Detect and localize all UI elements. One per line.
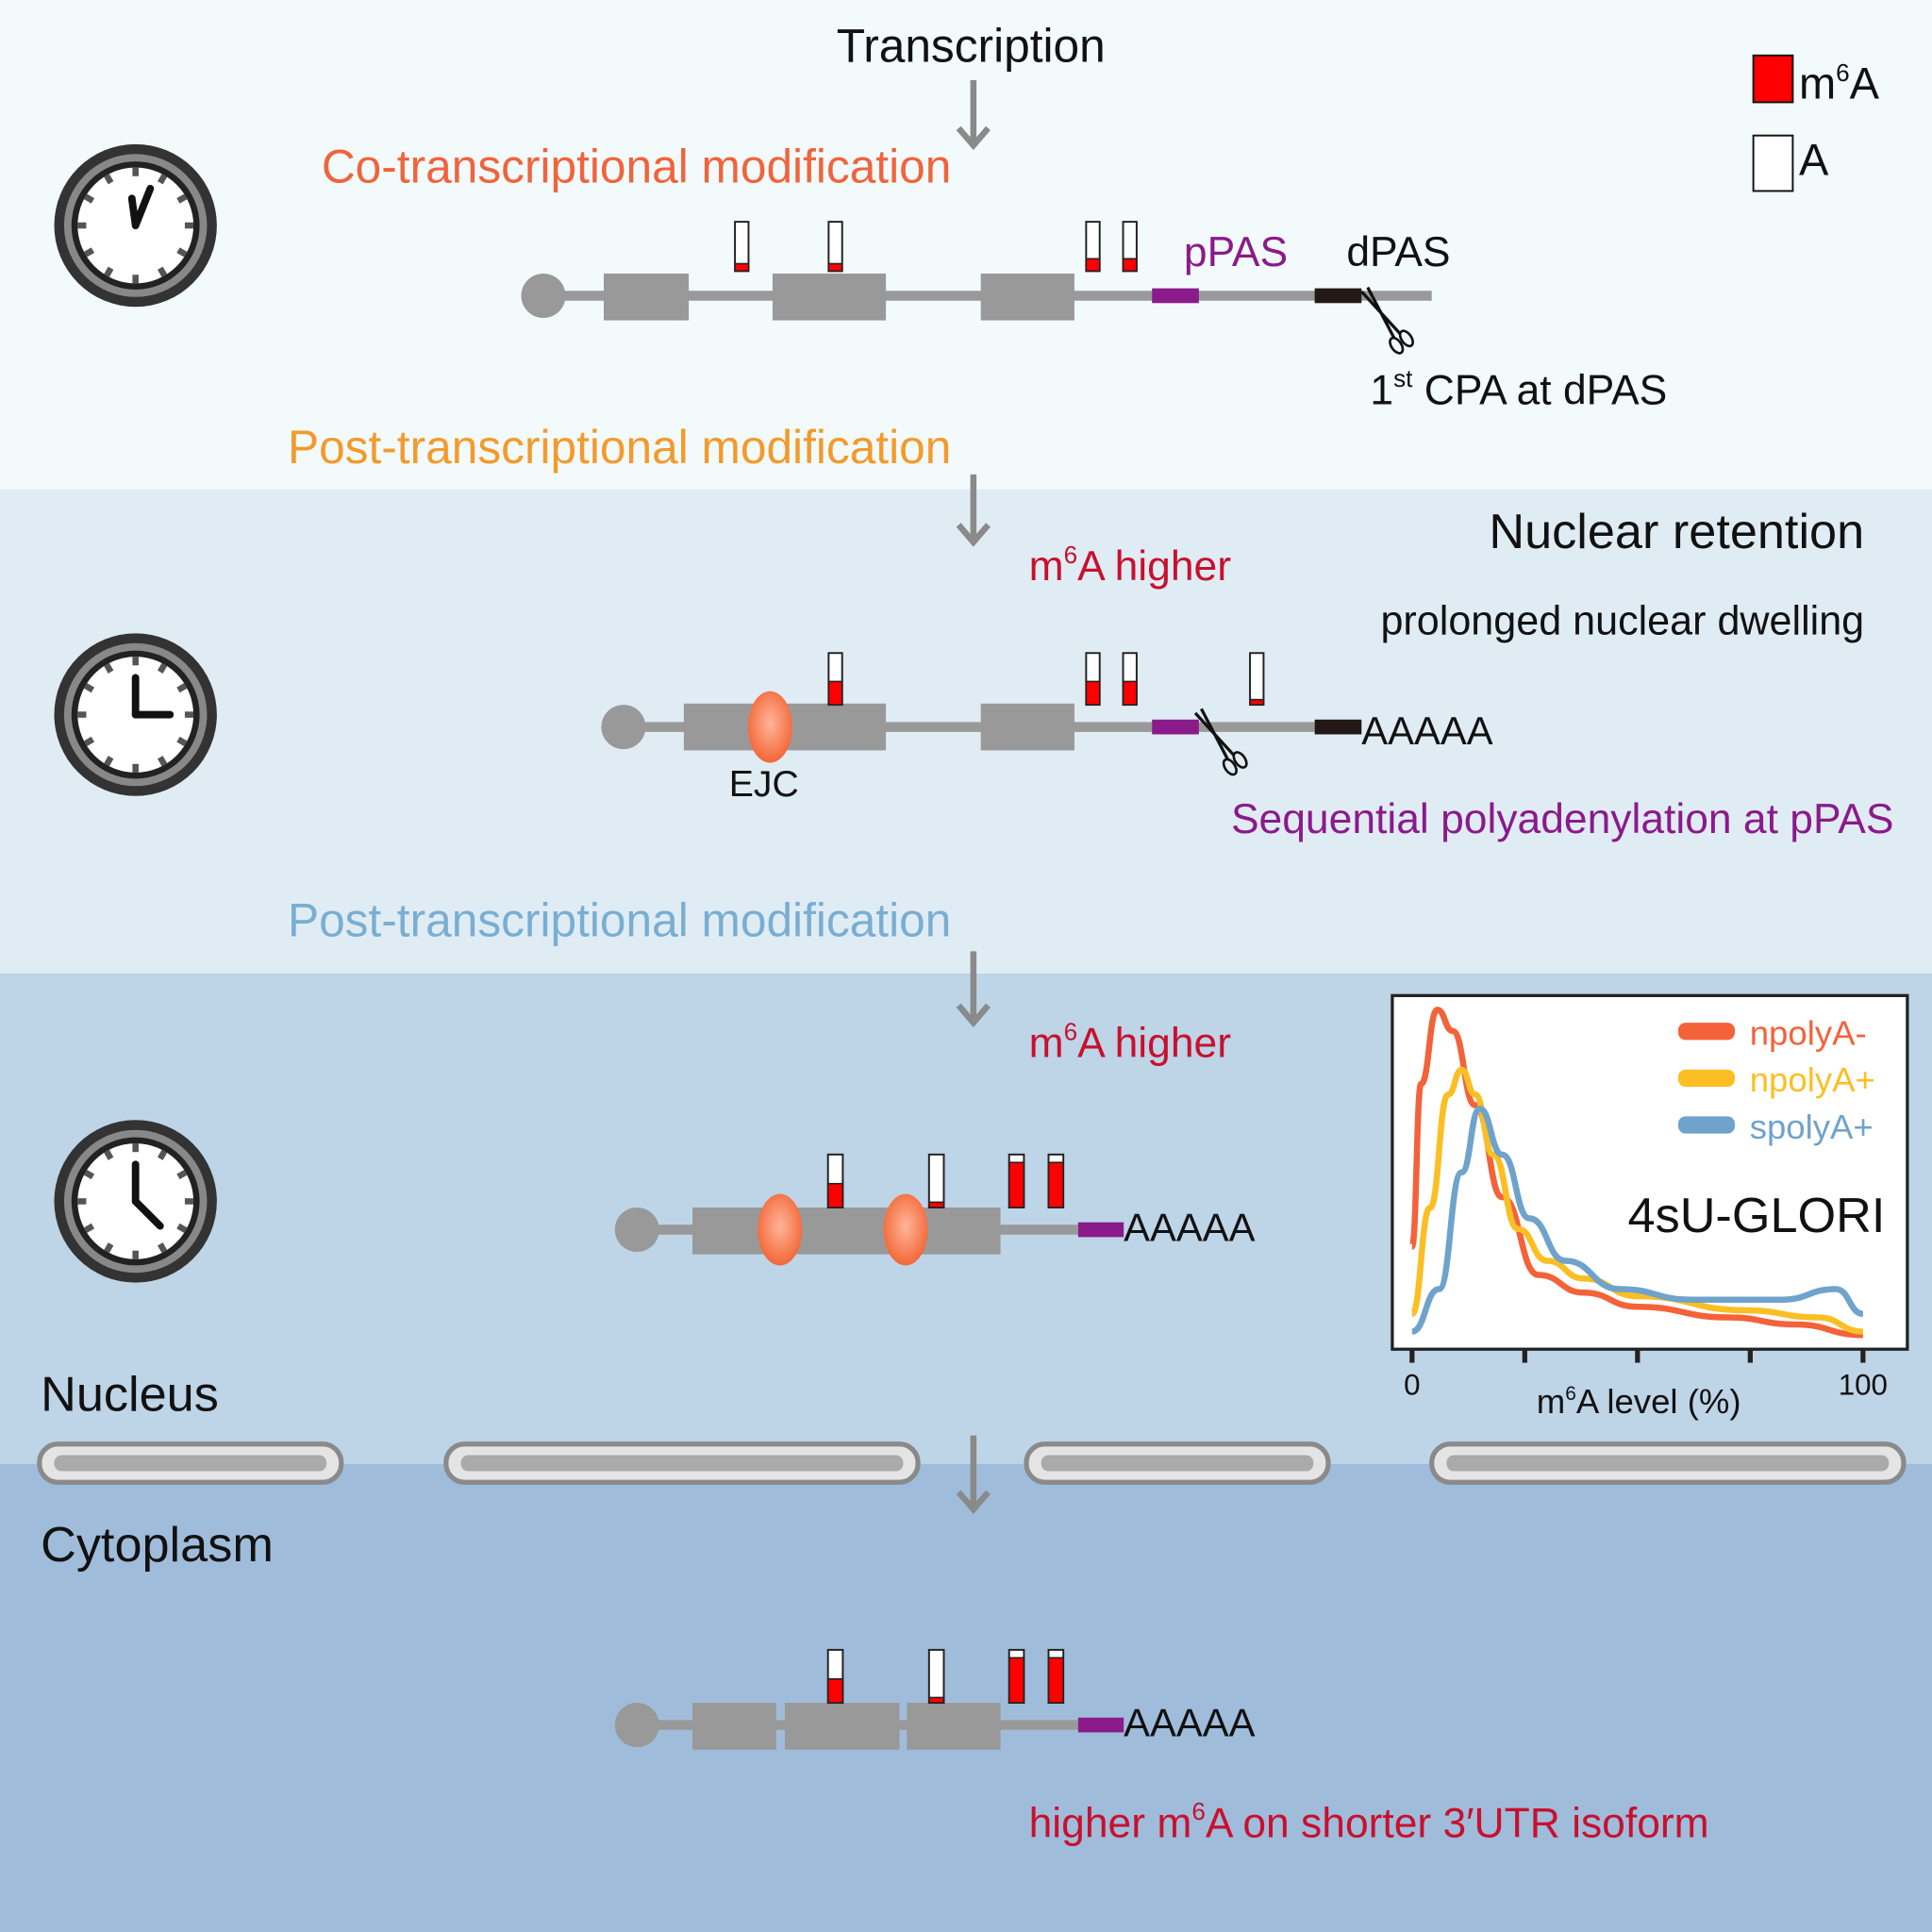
m6a-level-marker bbox=[927, 1648, 945, 1705]
exon bbox=[980, 703, 1074, 751]
m6a-level-marker bbox=[1085, 652, 1101, 707]
ejc-label: EJC bbox=[729, 764, 799, 805]
sequential-polyadenylation-label: Sequential polyadenylation at pPAS bbox=[1231, 796, 1894, 842]
m6a-level-marker bbox=[1122, 221, 1138, 273]
m6a-level-chart: 4sU-GLORI 0 100 m6A level (%) npolyA-npo… bbox=[1391, 993, 1909, 1421]
m6a-level-marker bbox=[1122, 652, 1138, 707]
m6a-higher-label-1: m6A higher bbox=[1029, 541, 1232, 590]
m6a-level-marker bbox=[734, 221, 750, 273]
exon bbox=[980, 273, 1074, 321]
m6a-level-marker bbox=[1085, 221, 1101, 273]
mrna-cytoplasmic bbox=[614, 1648, 1124, 1750]
legend: m6A A bbox=[1752, 54, 1880, 192]
prolonged-dwelling-label: prolonged nuclear dwelling bbox=[1380, 599, 1864, 644]
legend-m6a-label: m6A bbox=[1799, 58, 1880, 108]
m6a-level-marker bbox=[826, 1153, 844, 1208]
exon bbox=[604, 273, 690, 321]
m6a-level-marker bbox=[827, 221, 843, 273]
series-line-spolya bbox=[1410, 1106, 1864, 1335]
m6a-level-marker bbox=[1047, 1648, 1065, 1705]
cytoplasm-label: Cytoplasm bbox=[41, 1518, 274, 1573]
legend-swatch bbox=[1677, 1069, 1736, 1087]
m6a-markers bbox=[827, 652, 1265, 707]
down-arrow-icon bbox=[956, 1435, 991, 1515]
m6a-level-marker bbox=[826, 1648, 844, 1705]
m6a-level-marker bbox=[827, 652, 843, 707]
down-arrow-icon bbox=[956, 474, 991, 547]
mrna-processed-nuclear bbox=[614, 1153, 1124, 1266]
m6a-markers bbox=[826, 1153, 1065, 1208]
m6a-markers bbox=[826, 1648, 1065, 1705]
clock-icon-late bbox=[54, 1120, 217, 1283]
dpas-site bbox=[1314, 719, 1362, 735]
polya-tail: AAAAA bbox=[1361, 708, 1492, 753]
legend-label: spolyA+ bbox=[1750, 1108, 1874, 1146]
m6a-markers bbox=[734, 221, 1138, 273]
series-line-npolya bbox=[1408, 1066, 1864, 1335]
clock-icon-early bbox=[54, 143, 217, 308]
first-cpa-label: 1st CPA at dPAS bbox=[1370, 364, 1667, 413]
x-tick-label: 100 bbox=[1839, 1369, 1888, 1402]
band-co-transcription bbox=[0, 0, 1932, 490]
scissors-icon bbox=[1360, 286, 1414, 355]
legend-label: npolyA+ bbox=[1750, 1060, 1875, 1099]
legend-item: npolyA- bbox=[1677, 1014, 1867, 1053]
down-arrow-icon bbox=[956, 951, 991, 1028]
co-transcriptional-heading: Co-transcriptional modification bbox=[322, 140, 951, 192]
shorter-utr-caption: higher m6A on shorter 3′UTR isoform bbox=[1029, 1797, 1709, 1846]
ppas-label: pPAS bbox=[1184, 229, 1288, 275]
chart-title: 4sU-GLORI bbox=[1628, 1189, 1886, 1243]
band-cytoplasm bbox=[0, 1463, 1932, 1932]
ppas-site bbox=[1152, 288, 1199, 304]
legend-a-label: A bbox=[1799, 134, 1829, 184]
m6a-level-marker bbox=[1008, 1648, 1025, 1705]
ppas-site bbox=[1152, 719, 1199, 735]
x-axis-label: m6A level (%) bbox=[1537, 1382, 1741, 1421]
m6a-level-marker bbox=[1047, 1153, 1065, 1208]
ppas-site bbox=[1077, 1717, 1124, 1733]
ejc-complex bbox=[758, 1193, 803, 1266]
nuclear-membrane bbox=[37, 1441, 1907, 1485]
mrna-nascent bbox=[521, 221, 1432, 355]
ppas-site bbox=[1077, 1222, 1124, 1238]
polya-tail: AAAAA bbox=[1124, 1700, 1255, 1744]
legend-m6a-swatch bbox=[1752, 54, 1794, 104]
exon bbox=[785, 1703, 900, 1750]
m6a-higher-label-2: m6A higher bbox=[1029, 1017, 1232, 1066]
cap-icon bbox=[614, 1208, 659, 1253]
scissors-icon bbox=[1193, 708, 1248, 776]
legend-item: npolyA+ bbox=[1677, 1060, 1875, 1099]
nucleus-label: Nucleus bbox=[41, 1368, 219, 1423]
ejc-complex bbox=[747, 691, 792, 763]
transcription-title: Transcription bbox=[837, 19, 1106, 72]
down-arrow-icon bbox=[956, 79, 991, 151]
m6a-level-marker bbox=[1008, 1153, 1025, 1208]
legend-item: spolyA+ bbox=[1677, 1108, 1874, 1146]
m6a-level-marker bbox=[927, 1153, 945, 1208]
cap-icon bbox=[521, 273, 566, 318]
exon bbox=[772, 273, 887, 321]
exon bbox=[907, 1703, 1001, 1750]
post-transcriptional-heading-2: Post-transcriptional modification bbox=[288, 894, 951, 947]
clock-icon-middle bbox=[54, 633, 217, 796]
legend-a-swatch bbox=[1752, 134, 1794, 192]
cap-icon bbox=[614, 1703, 659, 1748]
legend-label: npolyA- bbox=[1750, 1014, 1867, 1053]
polya-tail: AAAAA bbox=[1124, 1205, 1255, 1249]
legend-swatch bbox=[1677, 1116, 1736, 1134]
exon bbox=[692, 1208, 1001, 1255]
post-transcriptional-heading-1: Post-transcriptional modification bbox=[288, 421, 951, 474]
dpas-site bbox=[1314, 288, 1362, 304]
nuclear-retention-label: Nuclear retention bbox=[1489, 505, 1864, 559]
legend-swatch bbox=[1677, 1023, 1736, 1041]
m6a-level-marker bbox=[1249, 652, 1265, 707]
x-tick-label: 0 bbox=[1404, 1369, 1420, 1402]
exon bbox=[692, 1703, 776, 1750]
mrna-retained bbox=[601, 652, 1362, 776]
dpas-label: dPAS bbox=[1346, 229, 1450, 275]
ejc-complex bbox=[883, 1193, 928, 1266]
cap-icon bbox=[601, 705, 646, 750]
